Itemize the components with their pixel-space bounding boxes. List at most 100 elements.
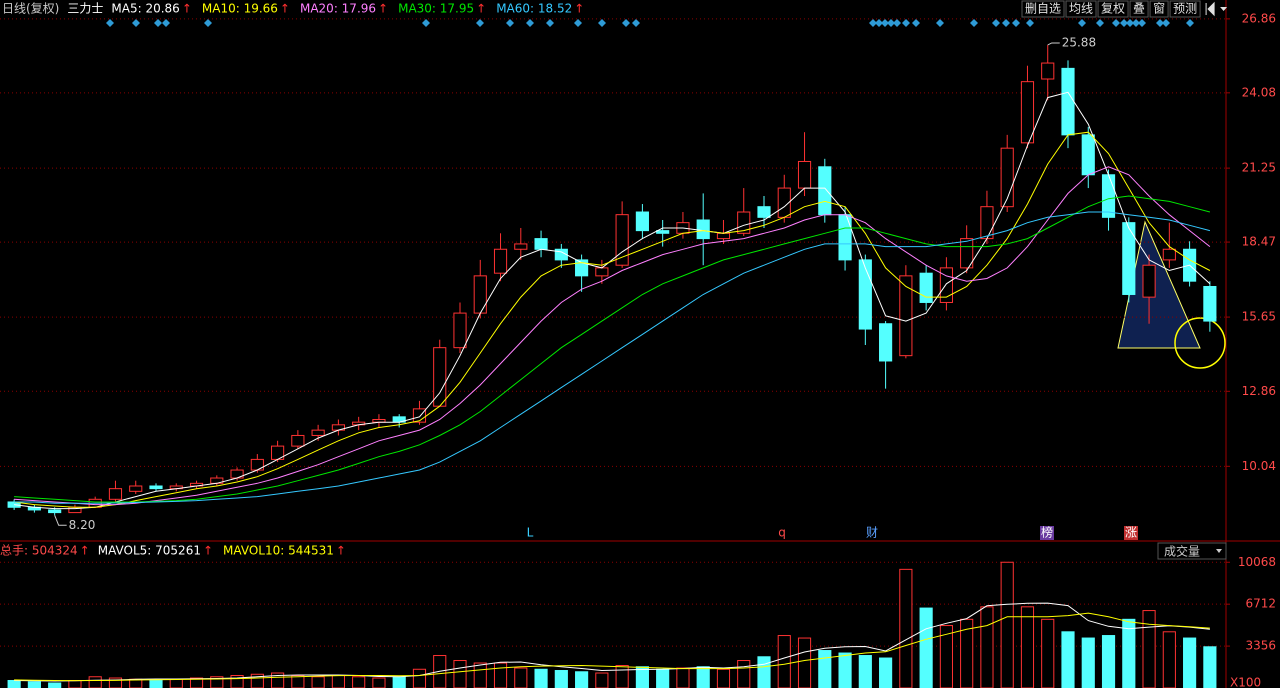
event-diamond bbox=[1120, 19, 1128, 27]
event-badge bbox=[1124, 526, 1138, 540]
event-diamond bbox=[1002, 19, 1010, 27]
event-diamond bbox=[1026, 19, 1034, 27]
y-tick-label: 12.86 bbox=[1242, 384, 1276, 398]
toolbar-button-label[interactable]: 叠 bbox=[1133, 2, 1145, 16]
toolbar-button-frame[interactable] bbox=[1065, 0, 1097, 18]
event-diamond bbox=[1132, 19, 1140, 27]
volume-bar bbox=[1000, 561, 1014, 688]
toolbar-button-label[interactable]: 均线 bbox=[1069, 2, 1093, 16]
indicator-menu-label[interactable]: 成交量 bbox=[1164, 544, 1200, 559]
event-diamond bbox=[869, 19, 877, 27]
candle-body bbox=[696, 219, 710, 240]
toolbar-button[interactable]: 窗 bbox=[1149, 0, 1169, 18]
candle-body bbox=[1020, 81, 1035, 144]
volume-bar bbox=[757, 656, 771, 688]
volume-bar bbox=[68, 680, 82, 688]
toolbar-button-frame[interactable] bbox=[1097, 0, 1129, 18]
volume-bar bbox=[777, 635, 791, 688]
candle-body bbox=[757, 206, 771, 218]
candle-body bbox=[960, 238, 974, 269]
volume-bar bbox=[615, 665, 629, 688]
candle-body bbox=[818, 166, 832, 216]
event-diamond bbox=[1112, 19, 1120, 27]
candle-body bbox=[534, 238, 548, 250]
event-diamond bbox=[506, 19, 514, 27]
legend-arrow: ↑ bbox=[378, 2, 388, 16]
candle-body bbox=[291, 434, 305, 447]
annotation-pointer bbox=[54, 515, 67, 526]
volume-bar bbox=[899, 568, 913, 688]
event-diamond bbox=[1012, 19, 1020, 27]
toolbar-button-label[interactable]: 复权 bbox=[1101, 2, 1125, 16]
volume-bar bbox=[48, 682, 62, 688]
legend-arrow: ↑ bbox=[182, 2, 192, 16]
event-diamond bbox=[476, 19, 484, 27]
event-label: L bbox=[527, 526, 534, 540]
legend-arrow: ↑ bbox=[80, 544, 90, 558]
legend-item: MA60: 18.52 bbox=[496, 2, 572, 16]
volume-bar bbox=[1081, 637, 1095, 688]
period-label: 日线(复权) bbox=[2, 2, 59, 16]
toolbar-button[interactable]: 删自选 bbox=[1021, 0, 1065, 18]
toolbar-button[interactable]: 均线 bbox=[1065, 0, 1097, 18]
volume-bar bbox=[696, 666, 710, 688]
legend-item: MA20: 17.96 bbox=[300, 2, 376, 16]
event-diamond bbox=[526, 19, 534, 27]
volume-bar bbox=[1183, 637, 1197, 688]
toolbar-button-label[interactable]: 删自选 bbox=[1025, 2, 1061, 16]
volume-bar bbox=[716, 668, 731, 688]
candle-body bbox=[656, 230, 670, 234]
toolbar-button-label[interactable]: 窗 bbox=[1153, 2, 1165, 16]
toolbar-button[interactable]: 叠 bbox=[1129, 0, 1149, 18]
legend-arrow: ↑ bbox=[203, 544, 213, 558]
toolbar-button-label[interactable]: 预测 bbox=[1173, 2, 1197, 16]
event-label: 榜 bbox=[1041, 525, 1053, 540]
candle-body bbox=[412, 408, 427, 423]
volume-bar bbox=[453, 660, 467, 688]
legend-arrow: ↑ bbox=[280, 2, 290, 16]
volume-bar bbox=[291, 675, 305, 688]
indicator-menu[interactable] bbox=[1157, 542, 1227, 560]
legend-arrow: ↑ bbox=[476, 2, 486, 16]
y-tick-label: 21.25 bbox=[1242, 161, 1276, 175]
candle-body bbox=[1162, 248, 1176, 261]
event-diamond bbox=[1156, 19, 1164, 27]
toolbar-button-frame[interactable] bbox=[1169, 0, 1201, 18]
event-diamond bbox=[902, 19, 910, 27]
event-diamond bbox=[162, 19, 170, 27]
nav-caret[interactable] bbox=[1220, 7, 1228, 11]
toolbar-button-frame[interactable] bbox=[1129, 0, 1149, 18]
event-diamond bbox=[992, 19, 1000, 27]
volume-bar bbox=[88, 676, 102, 688]
menu-caret[interactable] bbox=[1216, 549, 1222, 553]
event-diamond bbox=[1126, 19, 1134, 27]
event-diamond bbox=[887, 19, 895, 27]
candle-body bbox=[899, 275, 913, 357]
candle-body bbox=[1142, 264, 1156, 298]
legend-arrow: ↑ bbox=[574, 2, 584, 16]
candle-body bbox=[838, 214, 852, 261]
candle-body bbox=[1061, 67, 1075, 136]
candle-body bbox=[493, 248, 508, 274]
candle-body bbox=[250, 458, 264, 471]
event-diamond bbox=[1078, 19, 1086, 27]
annotation-label: 8.20 bbox=[69, 518, 96, 532]
toolbar-button[interactable]: 复权 bbox=[1097, 0, 1129, 18]
toolbar-button-frame[interactable] bbox=[1021, 0, 1065, 18]
candle-body bbox=[980, 206, 994, 240]
candle-body bbox=[737, 211, 751, 234]
candle-body bbox=[615, 214, 629, 266]
volume-bar bbox=[352, 676, 366, 688]
toolbar-button-frame[interactable] bbox=[1149, 0, 1169, 18]
y-tick-label: 10.04 bbox=[1242, 459, 1276, 473]
volume-bar bbox=[7, 680, 21, 688]
event-diamond bbox=[546, 19, 554, 27]
candle-body bbox=[514, 243, 528, 250]
toolbar-button[interactable]: 预测 bbox=[1169, 0, 1201, 18]
volume-bar bbox=[575, 671, 589, 688]
nav-icon[interactable] bbox=[1205, 1, 1215, 17]
annotation-label: 25.88 bbox=[1062, 35, 1096, 49]
candle-body bbox=[1101, 174, 1116, 218]
volume-bar bbox=[412, 668, 427, 688]
event-label: 财 bbox=[866, 526, 878, 540]
